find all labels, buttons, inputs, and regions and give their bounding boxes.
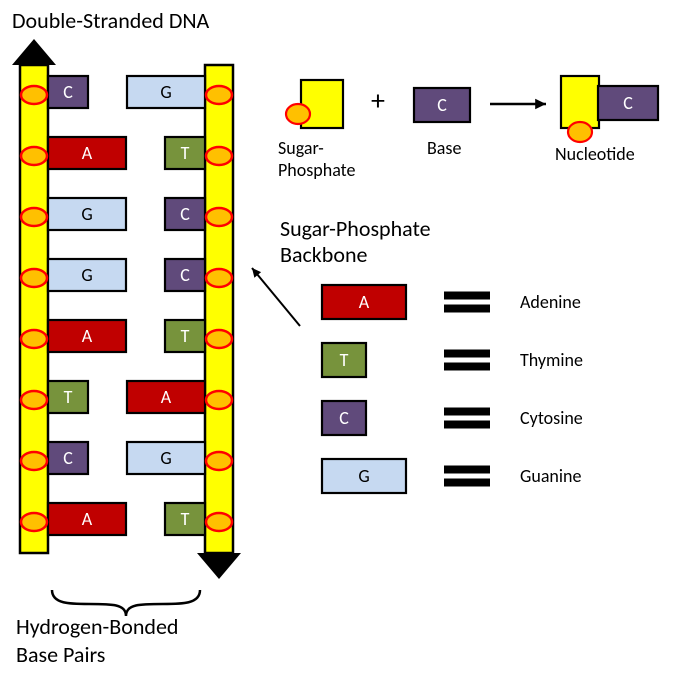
svg-text:G: G (160, 81, 171, 103)
legend-name-G: Guanine (520, 465, 581, 487)
svg-text:G: G (81, 203, 92, 225)
phosphate (206, 391, 232, 409)
phosphate (21, 269, 47, 287)
legend-bar-icon (444, 479, 490, 487)
backbone-label: Backbone (280, 241, 368, 268)
svg-text:T: T (181, 325, 190, 347)
legend-bar-icon (444, 408, 490, 416)
phosphate (206, 208, 232, 226)
phosphate-icon (568, 122, 592, 142)
base-pair-row: CG (48, 76, 205, 108)
svg-text:T: T (181, 508, 190, 530)
left-strand (20, 65, 48, 553)
svg-text:A: A (161, 386, 172, 408)
base-pairs-label: Base Pairs (16, 641, 105, 668)
phosphate (206, 147, 232, 165)
phosphate (21, 208, 47, 226)
svg-text:A: A (82, 508, 93, 530)
phosphate (21, 147, 47, 165)
svg-text:A: A (359, 291, 370, 313)
phosphate (21, 513, 47, 531)
svg-text:C: C (180, 203, 190, 225)
svg-text:C: C (180, 264, 190, 286)
svg-text:Base: Base (427, 137, 461, 159)
phosphate (21, 86, 47, 104)
svg-text:Phosphate: Phosphate (278, 159, 355, 181)
dna-diagram: Double-Stranded DNACGATGCGCATTACGATHydro… (0, 0, 681, 674)
phosphate (206, 513, 232, 531)
svg-text:T: T (340, 349, 349, 371)
base-pair-row: AT (48, 320, 205, 352)
phosphate-icon (286, 104, 310, 124)
legend-bar-icon (444, 292, 490, 300)
svg-text:Sugar-: Sugar- (278, 137, 324, 159)
plus-sign: + (371, 83, 385, 118)
phosphate (21, 391, 47, 409)
svg-text:C: C (339, 407, 349, 429)
phosphate (21, 330, 47, 348)
phosphate (206, 452, 232, 470)
nucleotide-sugar (561, 76, 599, 128)
base-pair-row: TA (48, 381, 205, 413)
legend-name-C: Cytosine (520, 407, 583, 429)
phosphate (21, 452, 47, 470)
svg-text:T: T (181, 142, 190, 164)
svg-text:A: A (82, 142, 93, 164)
phosphate (206, 330, 232, 348)
hydrogen-bonded-label: Hydrogen-Bonded (16, 613, 179, 640)
svg-text:A: A (82, 325, 93, 347)
svg-text:G: G (358, 465, 369, 487)
base-pair-row: AT (48, 137, 205, 169)
base-pair-row: GC (48, 259, 205, 291)
svg-text:C: C (623, 92, 633, 114)
base-pair-row: CG (48, 442, 205, 474)
legend-name-A: Adenine (520, 291, 581, 313)
right-strand (205, 65, 233, 553)
legend-name-T: Thymine (520, 349, 583, 371)
svg-text:G: G (160, 447, 171, 469)
svg-text:Nucleotide: Nucleotide (555, 143, 635, 165)
svg-text:T: T (64, 386, 73, 408)
legend-bar-icon (444, 421, 490, 429)
svg-text:C: C (63, 81, 73, 103)
svg-text:C: C (63, 447, 73, 469)
phosphate (206, 269, 232, 287)
base-pair-row: AT (48, 503, 205, 535)
sugar-phosphate-label: Sugar-Phosphate (280, 215, 431, 242)
title-text: Double-Stranded DNA (12, 7, 210, 34)
legend-bar-icon (444, 350, 490, 358)
phosphate (206, 86, 232, 104)
svg-text:C: C (437, 94, 447, 116)
base-pair-row: GC (48, 198, 205, 230)
svg-text:G: G (81, 264, 92, 286)
legend-bar-icon (444, 363, 490, 371)
legend-bar-icon (444, 305, 490, 313)
legend-bar-icon (444, 466, 490, 474)
